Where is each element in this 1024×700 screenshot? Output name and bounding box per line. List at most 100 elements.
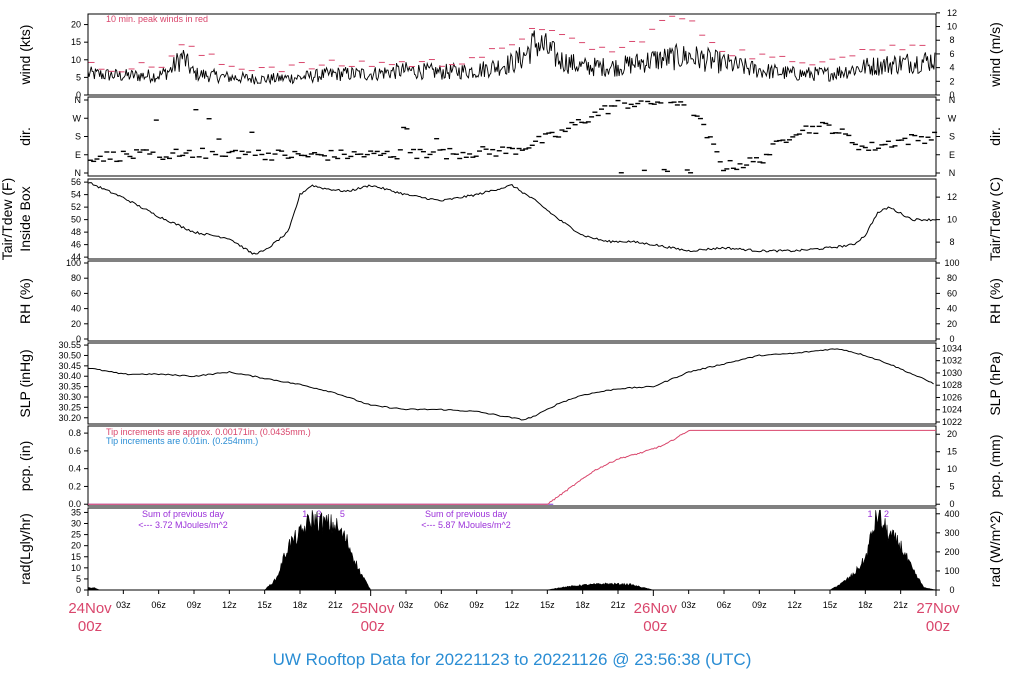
rh-ytick-right-label: 100: [944, 258, 959, 268]
slp-frame: [87, 342, 937, 425]
x-tick-label: 15z: [540, 600, 555, 610]
x-tick-label: 21z: [611, 600, 626, 610]
dir-ytick-label: N: [75, 168, 82, 178]
wind-ytick-label: 0: [76, 90, 81, 100]
rh-ytick-label: 0: [76, 334, 81, 344]
dir-ytick-right-label: S: [949, 132, 955, 142]
x-tick-label: 06z: [717, 600, 732, 610]
rad-ytick-label: 35: [71, 507, 81, 517]
x-day-time: 00z: [361, 618, 385, 635]
pcp-ytick-label: 0.8: [68, 428, 81, 438]
temp-ytick-label: 48: [71, 227, 81, 237]
dir-ytick-label: W: [73, 113, 82, 123]
x-day-time: 00z: [78, 618, 102, 635]
slp-ytick-right-label: 1034: [942, 343, 962, 353]
rh-ytick-label: 20: [71, 319, 81, 329]
rad-ytick-label: 25: [71, 530, 81, 540]
x-tick-label: 18z: [293, 600, 308, 610]
dir-ylabel-right: dir.: [987, 127, 1003, 146]
pcp-ytick-right-label: 15: [947, 447, 957, 457]
dir-ytick-label: S: [75, 132, 81, 142]
wind-ytick-right-label: 8: [949, 35, 954, 45]
x-tick-label: 09z: [752, 600, 767, 610]
x-tick-label: 21z: [328, 600, 343, 610]
rad-marker: 5: [340, 509, 345, 519]
pcp-ytick-label: 0.2: [68, 481, 81, 491]
pcp-note-fine: Tip increments are approx. 0.00171in. (0…: [106, 427, 311, 437]
rad-ytick-label: 30: [71, 519, 81, 529]
pcp-fine-series: [88, 429, 936, 505]
peak-wind-series: [88, 15, 926, 73]
temp-ylabel: Tair/Tdew (F): [0, 178, 15, 260]
pcp-panel: 0.0 0.2 0.4 0.6 0.8 0 5 10 15 20 pcp. (in) pcp. (mm…: [17, 425, 1003, 509]
rad-ytick-label: 10: [71, 563, 81, 573]
rad-sum-day2-line2: <--- 5.87 MJoules/m^2: [421, 520, 511, 530]
pcp-ytick-right-label: 10: [947, 464, 957, 474]
rad-ytick-right-label: 300: [944, 528, 959, 538]
x-tick-label: 06z: [151, 600, 166, 610]
rh-ytick-label: 60: [71, 288, 81, 298]
wind-ytick-label: 10: [71, 55, 81, 65]
temp-series: [87, 182, 936, 255]
pcp-ylabel: pcp. (in): [17, 441, 33, 492]
rad-ylabel-right: rad (W/m^2): [987, 511, 1003, 588]
x-tick-label: 21z: [893, 600, 908, 610]
x-day-time: 00z: [926, 618, 950, 635]
rh-ytick-right-label: 20: [947, 319, 957, 329]
pcp-ytick-label: 0.0: [68, 499, 81, 509]
x-day-time: 00z: [643, 618, 667, 635]
wind-ytick-label: 15: [71, 37, 81, 47]
slp-ytick-right-label: 1026: [942, 392, 962, 402]
rh-ytick-right-label: 80: [947, 273, 957, 283]
temp-panel: 44 46 48 50 52 54 56 8 10 12 Tair/Tdew (F) Inside B…: [0, 177, 1003, 262]
figure-title: UW Rooftop Data for 20221123 to 20221126…: [273, 650, 752, 669]
pcp-frame: [87, 425, 937, 507]
dir-ylabel: dir.: [17, 127, 33, 146]
temp-ytick-label: 44: [71, 252, 81, 262]
rad-marker: 1: [302, 509, 307, 519]
dir-ytick-right-label: W: [948, 113, 957, 123]
rh-ylabel-right: RH (%): [987, 278, 1003, 324]
rad-ytick-right-label: 200: [944, 547, 959, 557]
slp-ytick-label: 30.35: [58, 382, 81, 392]
rh-ytick-right-label: 40: [947, 304, 957, 314]
rad-ylabel: rad(Lgly/hr): [17, 513, 33, 585]
rad-sum-day1-line2: <--- 3.72 MJoules/m^2: [138, 520, 228, 530]
temp-ytick-right-label: 12: [947, 192, 957, 202]
rad-sum-day2-line1: Sum of previous day: [425, 509, 508, 519]
x-tick-label: 15z: [257, 600, 272, 610]
rh-panel: 0 20 40 60 80 100 0 20 40 60 80 100 RH (%) RH (%): [17, 258, 1003, 344]
temp-ytick-label: 54: [71, 190, 81, 200]
wind-ylabel-right: wind (m/s): [987, 22, 1003, 88]
pcp-ytick-label: 0.6: [68, 446, 81, 456]
wind-ytick-right-label: 4: [949, 63, 954, 73]
rh-ytick-right-label: 0: [949, 334, 954, 344]
x-day-label: 27Nov: [916, 600, 960, 617]
rad-marker: 2: [884, 509, 889, 519]
slp-ytick-label: 30.30: [58, 392, 81, 402]
slp-ylabel: SLP (inHg): [17, 349, 33, 417]
dir-ytick-label: E: [75, 150, 81, 160]
rh-frame: [87, 260, 937, 342]
rad-marker: 3: [316, 509, 321, 519]
x-tick-label: 18z: [575, 600, 590, 610]
rh-ytick-label: 80: [71, 273, 81, 283]
pcp-ytick-right-label: 20: [947, 429, 957, 439]
slp-panel: 30.2030.2530.3030.3530.4030.4530.5030.55…: [17, 340, 1003, 427]
pcp-ylabel-right: pcp. (mm): [987, 435, 1003, 498]
rad-ytick-right-label: 100: [944, 566, 959, 576]
wind-ytick-right-label: 6: [949, 49, 954, 59]
wind-series: [87, 30, 936, 86]
peak-wind-note: 10 min. peak winds in red: [106, 14, 208, 24]
rad-sum-day1-line1: Sum of previous day: [142, 509, 225, 519]
x-tick-label: 09z: [187, 600, 202, 610]
slp-ytick-right-label: 1024: [942, 405, 962, 415]
x-tick-label: 06z: [434, 600, 449, 610]
slp-ytick-right-label: 1028: [942, 380, 962, 390]
x-tick-label: 15z: [823, 600, 838, 610]
rad-ytick-label: 0: [76, 585, 81, 595]
rad-ytick-right-label: 400: [944, 509, 959, 519]
pcp-ytick-right-label: 0: [949, 499, 954, 509]
